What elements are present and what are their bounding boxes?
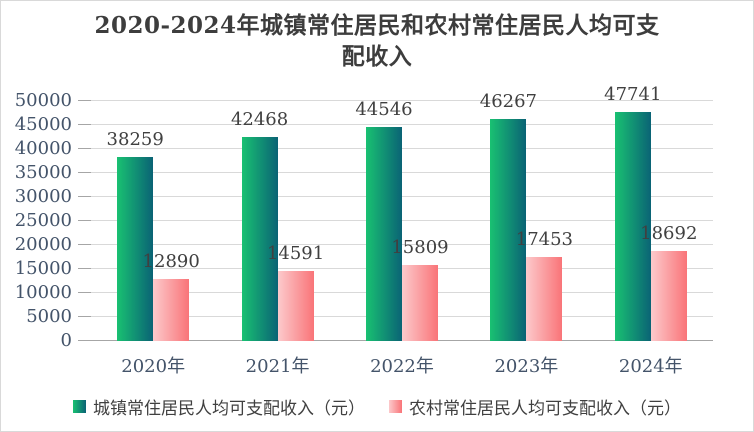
legend-label: 农村常住居民人均可支配收入（元）	[409, 399, 681, 419]
x-axis-label: 2024年	[618, 356, 683, 377]
bar-rural	[401, 265, 438, 341]
y-axis-tick	[78, 172, 91, 173]
y-axis-label: 40000	[14, 138, 72, 159]
value-label: 46267	[479, 90, 538, 112]
chart-title: 2020-2024年城镇常住居民和农村常住居民人均可支 配收入	[1, 10, 753, 72]
gridline	[91, 148, 713, 149]
bar-urban	[365, 127, 402, 341]
y-axis-label: 20000	[14, 234, 72, 255]
bar-rural	[277, 270, 314, 341]
x-axis-label: 2020年	[121, 356, 186, 377]
legend-item-rural: 农村常住居民人均可支配收入（元）	[389, 394, 681, 419]
gridline	[91, 196, 713, 197]
y-axis-tick	[78, 220, 91, 221]
bar-group: 38259 12890 2020年	[91, 101, 215, 377]
chart-title-line-2: 配收入	[341, 43, 413, 70]
x-axis-label: 2022年	[370, 356, 434, 377]
y-axis-label: 50000	[14, 90, 72, 111]
chart-title-line-1: 2020-2024年城镇常住居民和农村常住居民人均可支	[94, 12, 660, 39]
x-axis-label: 2021年	[245, 356, 310, 377]
bar-urban	[614, 111, 651, 341]
legend-item-urban: 城镇常住居民人均可支配收入（元）	[73, 394, 365, 419]
value-label: 18692	[640, 223, 698, 245]
bar-group: 47741 18692 2024年	[589, 85, 713, 377]
legend-swatch-green	[73, 400, 86, 413]
bar-rural	[650, 251, 687, 341]
y-axis-label: 30000	[14, 186, 72, 207]
y-axis-label: 25000	[14, 210, 72, 231]
y-axis-label: 15000	[14, 258, 72, 279]
x-axis-label: 2023年	[494, 356, 559, 377]
value-label: 47741	[604, 83, 662, 105]
value-label: 12890	[142, 251, 200, 273]
value-label: 15809	[391, 237, 449, 259]
y-axis-tick	[78, 268, 91, 269]
y-axis-label: 35000	[14, 162, 72, 183]
gridline	[91, 124, 713, 125]
bar-group: 42468 14591 2021年	[215, 101, 339, 377]
y-axis-tick	[78, 244, 91, 245]
gridline	[91, 172, 713, 173]
value-label: 42468	[230, 109, 289, 131]
gridline	[91, 220, 713, 221]
legend-label: 城镇常住居民人均可支配收入（元）	[93, 399, 365, 419]
bar-urban	[241, 137, 278, 341]
bar-urban	[490, 118, 527, 341]
bar-urban	[117, 157, 154, 341]
y-axis-tick	[78, 196, 91, 197]
y-axis-label: 45000	[14, 114, 72, 135]
y-axis-tick	[78, 316, 91, 317]
y-axis-tick	[78, 148, 91, 149]
y-axis-tick	[78, 340, 91, 341]
value-label: 44546	[355, 99, 413, 121]
y-axis-tick	[78, 124, 91, 125]
y-axis-label: 0	[60, 330, 72, 351]
y-axis-tick	[78, 100, 91, 101]
plot-area: 0 5000 10000 15000 20000 25000 30000 35000 40000…	[15, 85, 713, 377]
y-axis-tick	[78, 292, 91, 293]
y-axis-label: 5000	[26, 306, 72, 327]
bar-rural	[526, 257, 563, 341]
bar-group: 44546 15809 2022年	[340, 99, 464, 377]
y-axis-label: 10000	[14, 282, 72, 303]
bar-rural	[153, 279, 190, 341]
gridline	[91, 244, 713, 245]
legend: 城镇常住居民人均可支配收入（元） 农村常住居民人均可支配收入（元）	[1, 394, 753, 419]
bar-group: 46267 17453 2023年	[464, 92, 588, 377]
value-label: 17453	[515, 229, 574, 251]
value-label: 14591	[266, 242, 325, 264]
value-label: 38259	[106, 129, 164, 151]
legend-swatch-pink	[389, 400, 402, 413]
gridline	[91, 100, 713, 101]
